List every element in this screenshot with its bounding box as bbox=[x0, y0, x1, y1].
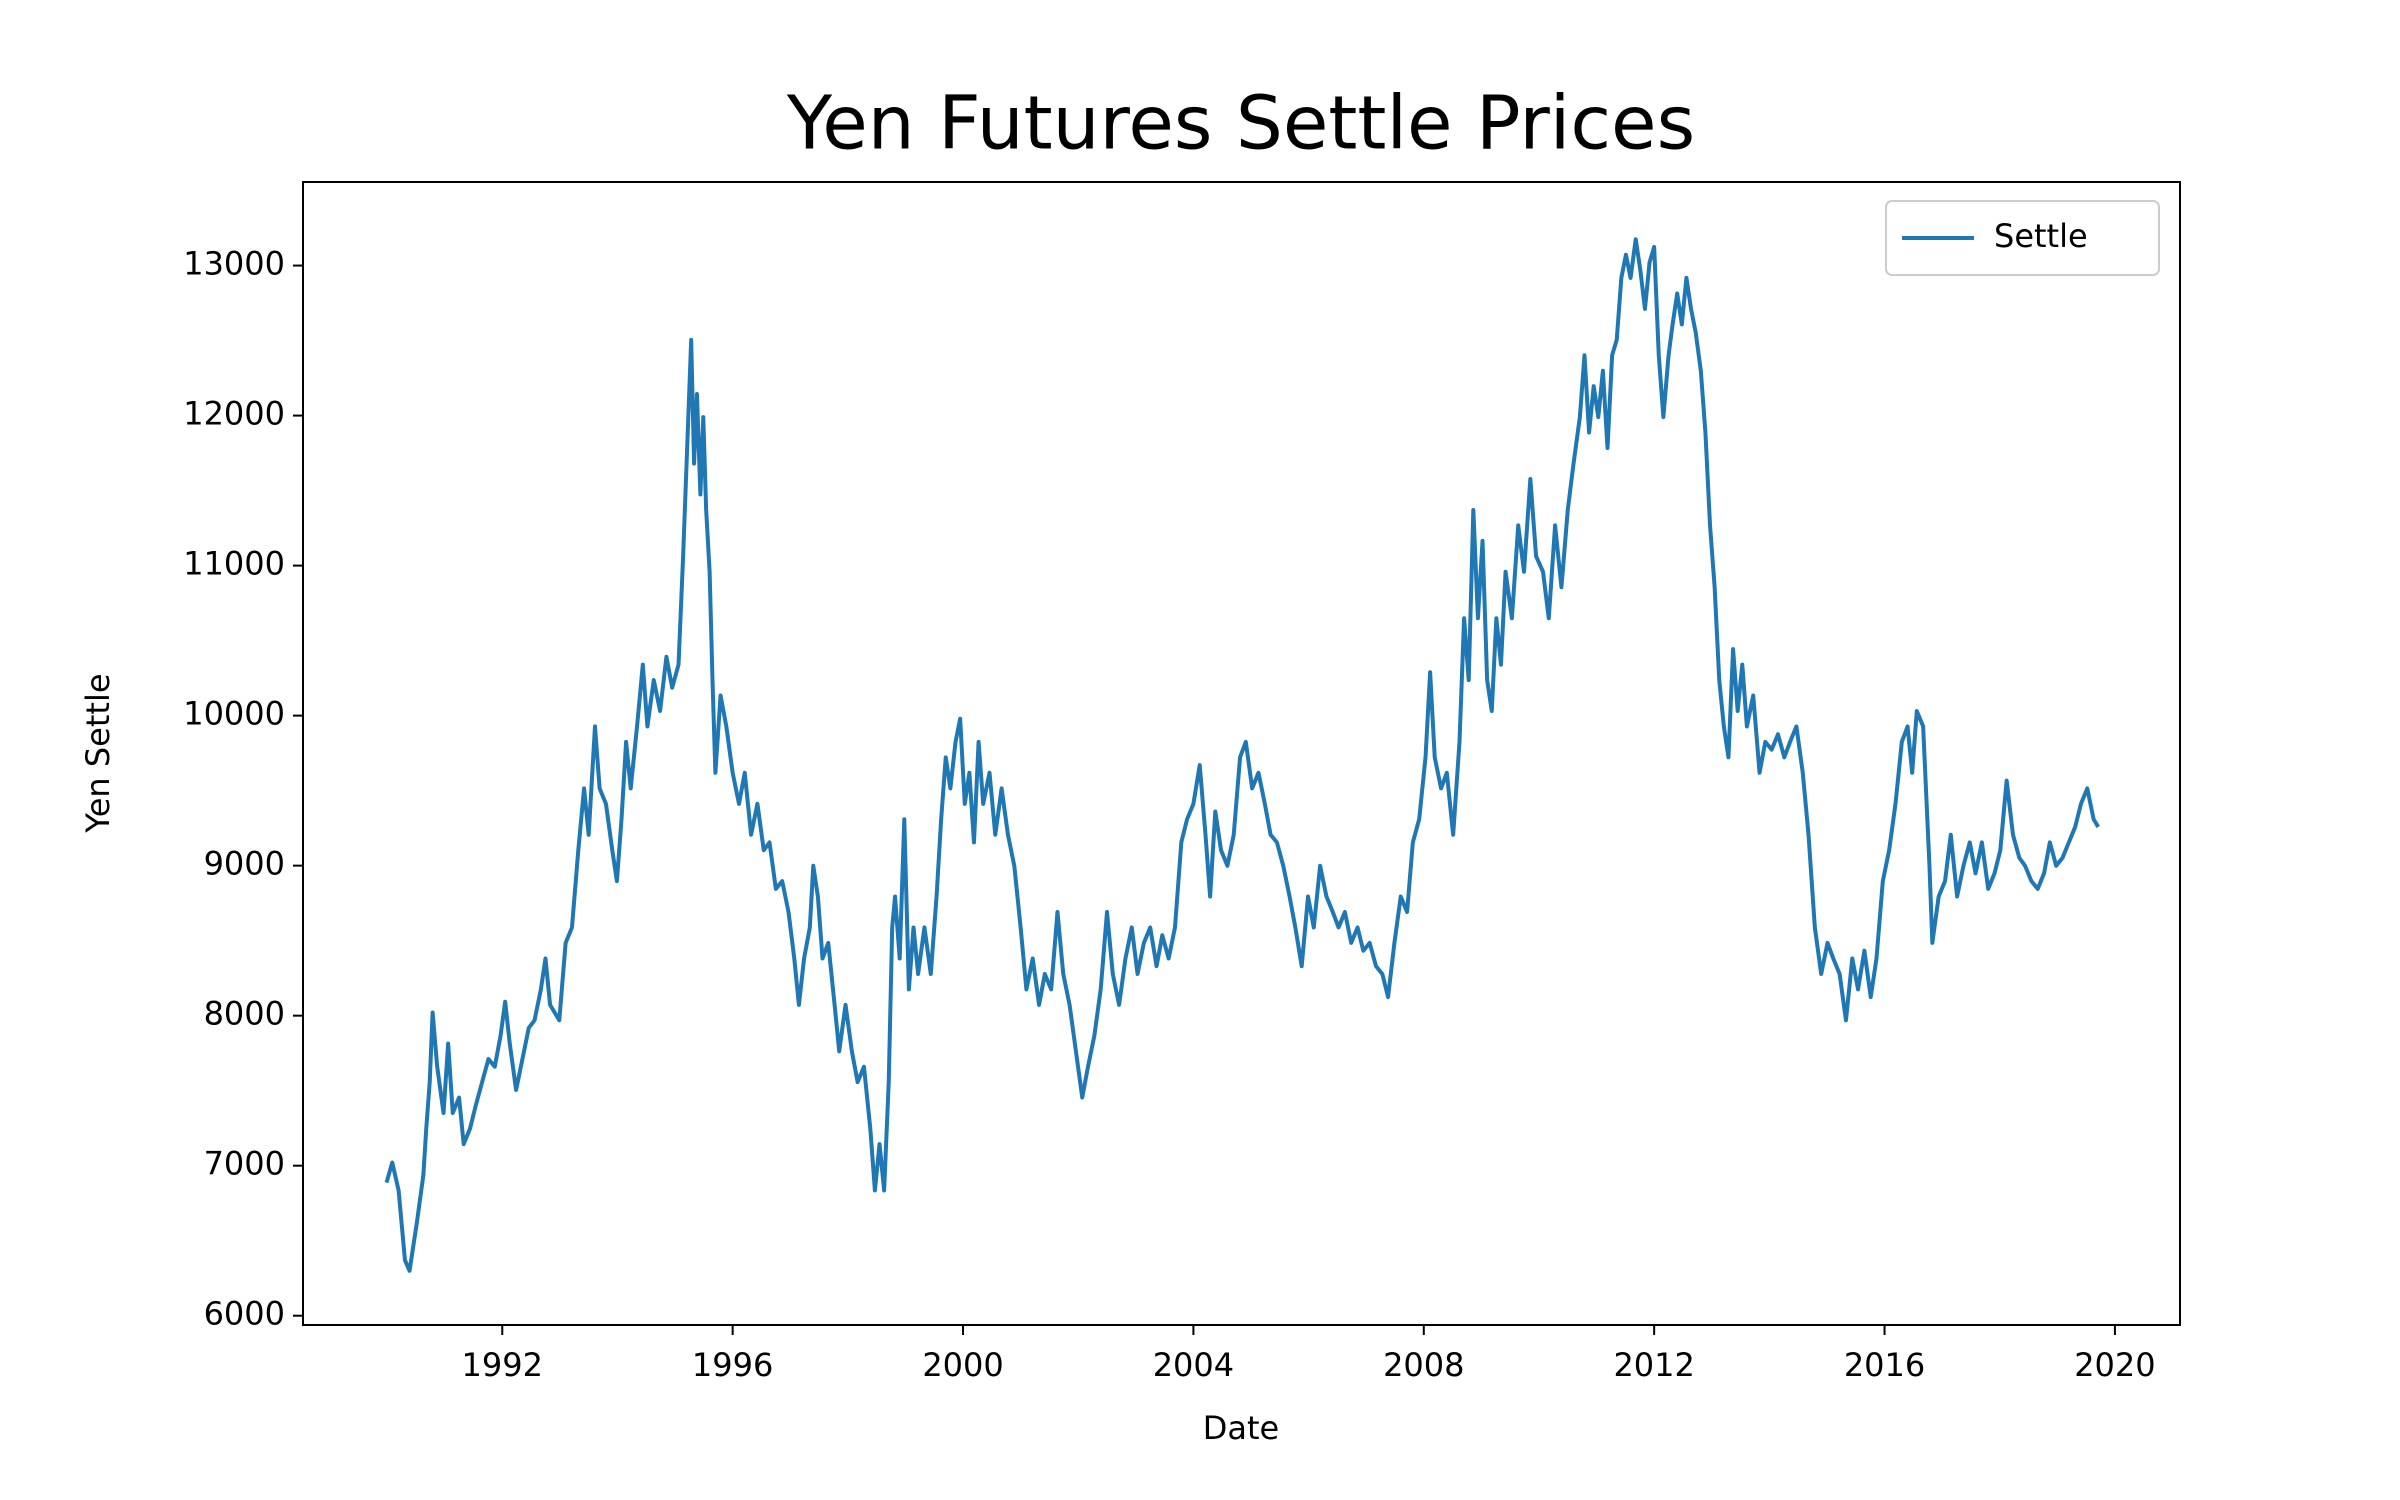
plot-frame bbox=[302, 181, 2181, 1326]
x-tick-label: 1992 bbox=[462, 1346, 543, 1384]
y-tick-label: 8000 bbox=[204, 995, 285, 1033]
y-tick-label: 9000 bbox=[204, 845, 285, 883]
x-tick-label: 2016 bbox=[1844, 1346, 1925, 1384]
x-tick-label: 2020 bbox=[2074, 1346, 2155, 1384]
legend-label: Settle bbox=[1994, 217, 2088, 255]
legend-box bbox=[1885, 200, 2160, 276]
x-tick-label: 1996 bbox=[692, 1346, 773, 1384]
line-series bbox=[384, 237, 2100, 1273]
x-tick-label: 2008 bbox=[1383, 1346, 1464, 1384]
y-axis-label: Yen Settle bbox=[79, 673, 117, 833]
chart-title: Yen Futures Settle Prices bbox=[786, 81, 1695, 167]
x-tick-label: 2000 bbox=[922, 1346, 1003, 1384]
x-tick-label: 2012 bbox=[1613, 1346, 1694, 1384]
x-axis-label: Date bbox=[1203, 1409, 1279, 1447]
x-tick-label: 2004 bbox=[1153, 1346, 1234, 1384]
y-tick-label: 12000 bbox=[183, 395, 285, 433]
y-tick-label: 7000 bbox=[204, 1145, 285, 1183]
y-tick-label: 13000 bbox=[183, 245, 285, 283]
y-tick-label: 11000 bbox=[183, 545, 285, 583]
y-tick-label: 6000 bbox=[204, 1295, 285, 1333]
y-tick-label: 10000 bbox=[183, 695, 285, 733]
